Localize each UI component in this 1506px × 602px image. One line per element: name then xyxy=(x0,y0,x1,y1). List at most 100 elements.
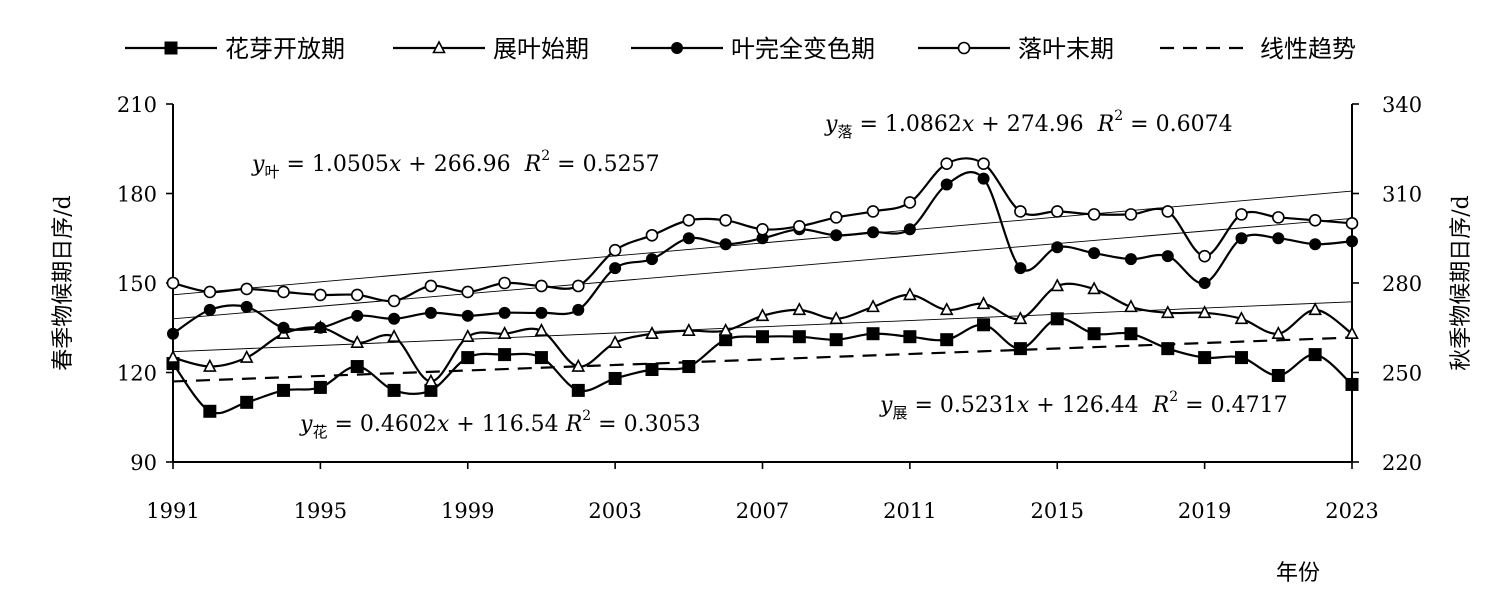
data-point-series-3 xyxy=(903,223,916,236)
ticks: 1991 1995 1999 2003 2007 2011 2015 2019 2023 90 12… xyxy=(117,93,1422,523)
data-point-series-3 xyxy=(1235,232,1248,245)
data-point-series-4 xyxy=(498,276,511,290)
data-point-series-4 xyxy=(719,214,732,227)
data-point-series-3 xyxy=(940,178,953,191)
legend-label: 展叶始期 xyxy=(493,35,589,63)
data-point-series-4 xyxy=(1124,208,1138,221)
data-point-series-3 xyxy=(240,300,253,313)
data-point-series-3 xyxy=(314,321,327,334)
x-tick-label: 2023 xyxy=(1325,499,1378,523)
legend-label: 叶完全变色期 xyxy=(731,35,875,63)
legend-marker xyxy=(432,40,446,54)
y-left-tick-label: 120 xyxy=(117,362,157,386)
data-point-series-2 xyxy=(681,323,696,337)
legend-label: 花芽开放期 xyxy=(225,35,345,63)
data-point-series-1 xyxy=(756,330,769,344)
data-point-series-3 xyxy=(682,232,695,245)
data-point-series-3 xyxy=(977,172,990,185)
y-left-tick-label: 150 xyxy=(117,272,157,296)
trend-line-1 xyxy=(172,336,1353,383)
data-point-series-2 xyxy=(829,311,844,325)
legend-label: 线性趋势 xyxy=(1260,35,1356,63)
data-point-series-4 xyxy=(645,228,659,242)
data-point-series-1 xyxy=(240,395,254,409)
data-point-series-4 xyxy=(1050,205,1064,218)
data-point-series-3 xyxy=(1198,277,1211,289)
data-point-series-1 xyxy=(424,383,438,397)
data-point-series-4 xyxy=(756,223,769,236)
trend-line-2 xyxy=(172,301,1353,353)
data-point-series-2 xyxy=(1050,278,1065,292)
data-point-series-4 xyxy=(682,214,696,227)
data-point-series-2 xyxy=(1234,311,1249,325)
data-point-series-3 xyxy=(1309,238,1322,251)
data-point-series-2 xyxy=(203,358,217,372)
data-point-series-3 xyxy=(867,226,880,239)
data-point-series-1 xyxy=(1271,368,1285,382)
y-right-tick-label: 220 xyxy=(1382,451,1422,475)
data-point-series-1 xyxy=(977,318,991,332)
data-point-series-3 xyxy=(424,306,437,319)
data-point-series-2 xyxy=(239,349,254,363)
x-tick-label: 2007 xyxy=(736,499,789,523)
data-point-series-4 xyxy=(535,279,548,293)
data-point-series-4 xyxy=(571,279,585,293)
data-point-series-2 xyxy=(903,287,917,301)
data-point-series-1 xyxy=(1198,351,1212,365)
data-point-series-2 xyxy=(1197,305,1212,319)
legend-marker xyxy=(671,42,683,54)
data-point-series-4 xyxy=(1308,214,1322,227)
x-tick-label: 2019 xyxy=(1178,499,1231,523)
trend-line-3 xyxy=(172,218,1353,320)
x-tick-label: 2003 xyxy=(588,499,641,523)
data-point-series-2 xyxy=(792,302,807,316)
data-point-series-2 xyxy=(1308,302,1322,316)
data-point-series-4 xyxy=(866,205,880,218)
data-point-series-1 xyxy=(608,371,622,385)
data-point-series-1 xyxy=(719,333,733,347)
data-point-series-4 xyxy=(203,285,217,299)
data-point-series-1 xyxy=(1308,348,1322,362)
trend-equation: y花 = 0.4602x + 116.54 R2 = 0.3053 xyxy=(299,408,701,441)
data-point-series-1 xyxy=(277,383,291,397)
data-point-series-3 xyxy=(1161,250,1174,263)
data-point-series-2 xyxy=(939,302,954,316)
data-point-series-1 xyxy=(498,348,512,362)
x-tick-label: 1995 xyxy=(294,499,347,523)
trend-equation: y落 = 1.0862x + 274.96 R2 = 0.6074 xyxy=(824,108,1233,141)
y-left-tick-label: 180 xyxy=(117,183,157,207)
data-point-series-2 xyxy=(534,323,549,337)
data-point-series-2 xyxy=(424,373,438,387)
equation-annotations: y叶 = 1.0505x + 266.96 R2 = 0.5257 y落 = 1.… xyxy=(251,108,1288,441)
data-point-series-4 xyxy=(277,285,290,299)
data-point-series-2 xyxy=(1124,299,1138,313)
data-point-series-1 xyxy=(1124,327,1138,341)
data-point-series-4 xyxy=(940,157,954,170)
data-point-series-1 xyxy=(387,383,401,397)
data-point-series-4 xyxy=(903,196,917,209)
legend: 花芽开放期 展叶始期 叶完全变色期 落叶末期 线性趋势 xyxy=(125,35,1356,63)
data-point-series-1 xyxy=(829,333,843,347)
data-point-series-4 xyxy=(1087,208,1101,221)
data-point-series-3 xyxy=(756,232,769,245)
data-point-series-3 xyxy=(388,312,401,325)
data-point-series-4 xyxy=(350,288,364,302)
data-point-series-3 xyxy=(1088,247,1101,260)
trend-equation: y展 = 0.5231x + 126.44 R2 = 0.4717 xyxy=(879,389,1288,422)
legend-label: 落叶末期 xyxy=(1018,35,1114,63)
y-axis-right-title: 秋季物候期日序/d xyxy=(1449,195,1474,371)
y-right-tick-label: 280 xyxy=(1382,272,1422,296)
data-point-series-4 xyxy=(166,276,180,290)
data-point-series-2 xyxy=(1160,305,1175,319)
data-point-series-4 xyxy=(1014,205,1027,218)
data-point-series-1 xyxy=(792,330,806,344)
x-tick-label: 2015 xyxy=(1031,499,1084,523)
data-point-series-2 xyxy=(166,349,180,363)
data-point-series-3 xyxy=(277,321,290,334)
data-point-series-4 xyxy=(977,157,990,170)
data-point-series-1 xyxy=(313,380,327,394)
data-point-series-1 xyxy=(1050,312,1064,326)
data-point-series-3 xyxy=(351,309,364,322)
data-point-series-1 xyxy=(1345,377,1359,391)
